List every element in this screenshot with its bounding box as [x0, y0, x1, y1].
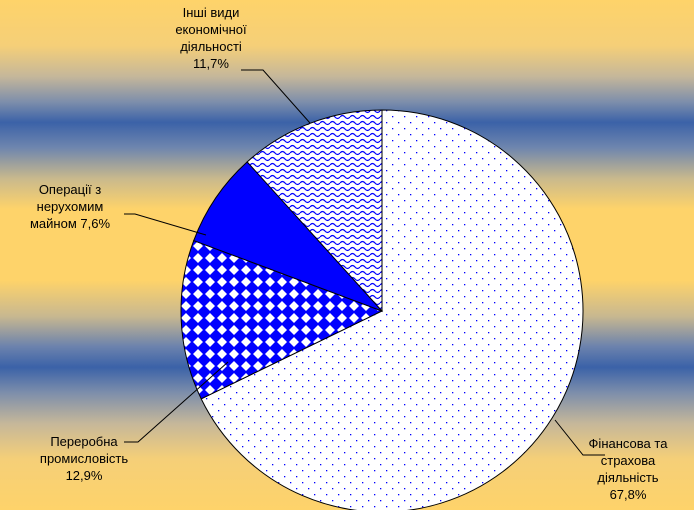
slice-label-4-line-1: Інші види [183, 5, 240, 20]
pie-slice-2 [180, 239, 384, 400]
slice-label-4: Інші види економічної діяльності 11,7% [175, 5, 247, 71]
slice-label-2-line-2: промисловість [40, 451, 128, 466]
leader-lines [124, 69, 605, 456]
slice-label-3-line-3: майном 7,6% [30, 216, 110, 231]
slice-label-1: Фінансова та страхова діяльність 67,8% [589, 436, 669, 502]
slice-label-3: Операції з нерухомим майном 7,6% [30, 182, 110, 231]
slice-label-2-line-3: 12,9% [66, 468, 103, 483]
slice-label-3-line-1: Операції з [39, 182, 101, 197]
slice-label-2-line-1: Переробна [50, 434, 118, 449]
pie-slice-4 [246, 109, 383, 313]
pie-slices [180, 109, 584, 510]
leader-line-3 [124, 213, 207, 236]
leader-line-2 [124, 361, 229, 443]
slice-label-2: Переробна промисловість 12,9% [40, 434, 128, 483]
slice-label-4-line-3: діяльності [180, 39, 242, 54]
slice-label-1-line-3: діяльність [597, 470, 658, 485]
slice-label-4-line-4: 11,7% [193, 56, 229, 71]
slice-label-1-line-4: 67,8% [610, 487, 647, 502]
pie-slice-1 [200, 109, 584, 510]
slice-label-3-line-2: нерухомим [37, 199, 104, 214]
slice-label-4-line-2: економічної [175, 22, 247, 37]
leader-line-1 [554, 419, 605, 456]
slice-labels: Фінансова та страхова діяльність 67,8% Перер… [30, 5, 668, 502]
leader-line-4 [241, 69, 311, 124]
slice-label-1-line-2: страхова [601, 453, 656, 468]
pie-slice-3 [193, 161, 383, 312]
slice-label-1-line-1: Фінансова та [589, 436, 669, 451]
